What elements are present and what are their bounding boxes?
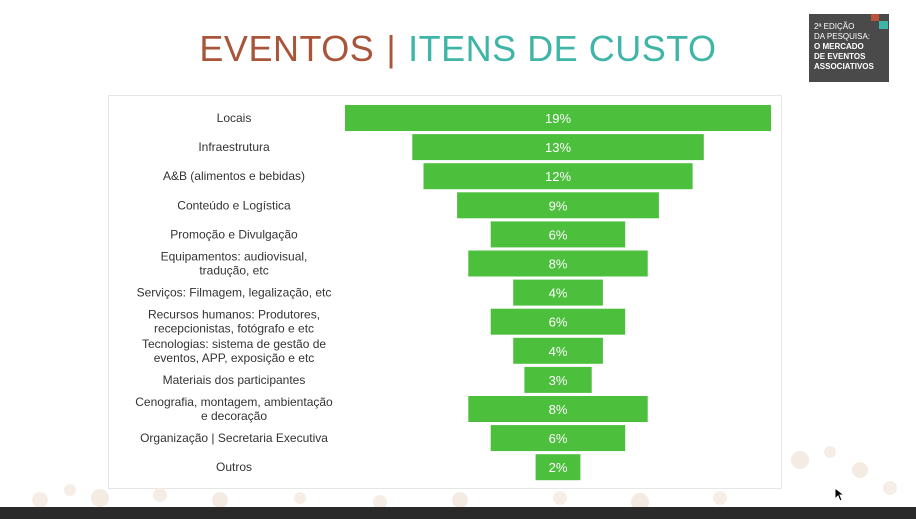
funnel-bar bbox=[490, 221, 626, 248]
bar-value-label: 12% bbox=[545, 169, 571, 184]
funnel-bar bbox=[412, 134, 704, 161]
funnel-bar bbox=[468, 250, 648, 277]
badge-line-2: DA PESQUISA: bbox=[814, 32, 871, 41]
category-label: Organização | Secretaria Executiva bbox=[140, 431, 328, 445]
bar-value-label: 13% bbox=[545, 140, 571, 155]
bar-value-label: 8% bbox=[549, 257, 568, 272]
bar-value-label: 4% bbox=[549, 344, 568, 359]
funnel-bar bbox=[490, 308, 626, 335]
category-label: Outros bbox=[216, 460, 252, 474]
funnel-bar bbox=[490, 425, 626, 452]
funnel-bar bbox=[513, 279, 603, 306]
bar-value-label: 4% bbox=[549, 286, 568, 301]
bar-value-label: 8% bbox=[549, 402, 568, 417]
category-label: Serviços: Filmagem, legalização, etc bbox=[137, 286, 332, 300]
bar-value-label: 19% bbox=[545, 111, 571, 126]
badge-line-1: 2ª EDIÇÃO bbox=[814, 22, 855, 31]
funnel-bar bbox=[524, 366, 592, 393]
funnel-bar bbox=[345, 105, 771, 131]
bar-value-label: 3% bbox=[549, 373, 568, 388]
category-label: Equipamentos: audiovisual, tradução, etc bbox=[161, 250, 308, 278]
badge-accent-teal bbox=[879, 21, 888, 29]
funnel-bar bbox=[535, 454, 581, 481]
funnel-bar bbox=[457, 192, 659, 219]
bar-value-label: 6% bbox=[549, 227, 568, 242]
title-separator: | bbox=[386, 28, 397, 69]
slide-title: EVENTOS | ITENS DE CUSTO bbox=[0, 28, 916, 70]
bar-value-label: 6% bbox=[549, 315, 568, 330]
badge-accent-orange bbox=[871, 14, 879, 21]
category-label: Conteúdo e Logística bbox=[177, 198, 291, 212]
category-label: Materiais dos participantes bbox=[163, 373, 306, 387]
bottom-bar bbox=[0, 507, 916, 519]
bar-value-label: 9% bbox=[549, 198, 568, 213]
title-itens-de-custo: ITENS DE CUSTO bbox=[408, 28, 717, 69]
category-label: Promoção e Divulgação bbox=[170, 227, 298, 241]
funnel-bar bbox=[423, 163, 693, 190]
badge-line-5: ASSOCIATIVOS bbox=[814, 62, 874, 71]
bar-value-label: 2% bbox=[549, 460, 568, 475]
bar-value-label: 6% bbox=[549, 431, 568, 446]
funnel-bar-chart: 19% Locais 13% Infraestrutura 12% A&B (alimen… bbox=[135, 105, 771, 481]
title-eventos: EVENTOS bbox=[199, 28, 375, 69]
edition-badge: 2ª EDIÇÃO DA PESQUISA: O MERCADO DE EVEN… bbox=[809, 14, 889, 82]
funnel-bar bbox=[468, 396, 648, 422]
category-label: Locais bbox=[217, 111, 252, 125]
decorative-dots bbox=[32, 446, 897, 507]
mouse-cursor-icon bbox=[834, 487, 846, 502]
badge-line-4: DE EVENTOS bbox=[814, 52, 866, 61]
badge-line-3: O MERCADO bbox=[814, 42, 864, 51]
funnel-bar bbox=[513, 337, 603, 364]
category-label: Cenografia, montagem, ambientação e decor… bbox=[135, 395, 333, 423]
category-label: Tecnologias: sistema de gestão de eventos… bbox=[142, 337, 326, 365]
category-label: A&B (alimentos e bebidas) bbox=[163, 169, 305, 183]
category-label: Infraestrutura bbox=[198, 140, 270, 154]
category-label: Recursos humanos: Produtores, recepcionis… bbox=[148, 308, 320, 336]
chart-frame bbox=[108, 95, 782, 489]
